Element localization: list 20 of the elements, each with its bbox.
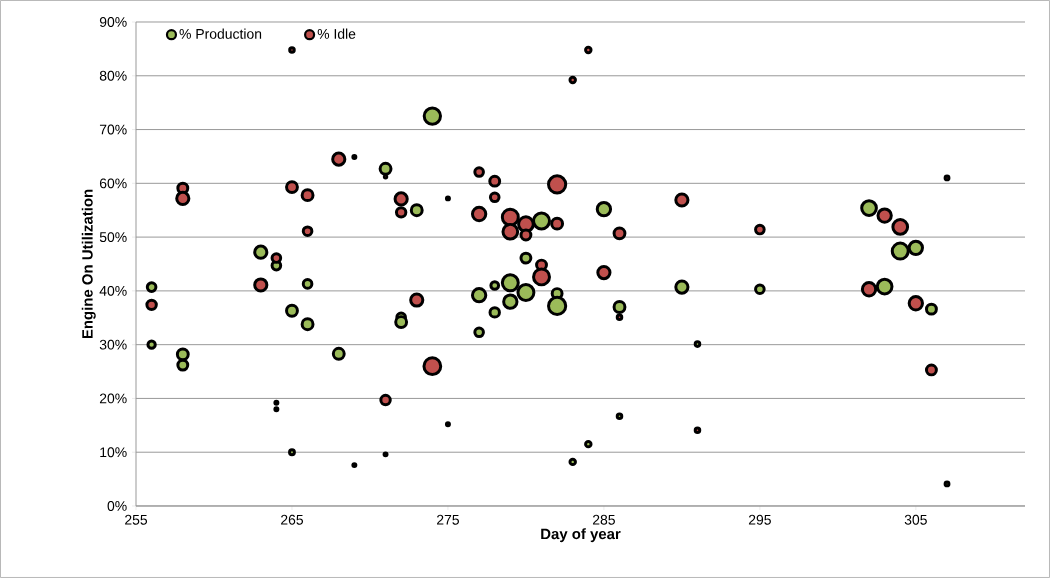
y-tick-label: 60% <box>99 178 127 189</box>
y-tick-label: 90% <box>99 17 127 27</box>
y-tick-label: 10% <box>100 447 127 458</box>
x-axis-title: Day of year <box>541 528 621 543</box>
x-tick-label: 255 <box>125 514 148 525</box>
y-tick-label: 0% <box>107 501 127 511</box>
y-tick-label: 50% <box>99 232 127 243</box>
y-tick-label: 80% <box>99 70 127 81</box>
x-tick-label: 305 <box>904 514 927 525</box>
x-tick-label: 285 <box>592 514 615 525</box>
y-tick-label: 40% <box>99 285 127 296</box>
y-tick-label: 30% <box>99 339 127 350</box>
x-tick-label: 265 <box>281 514 304 525</box>
legend-label: % Idle <box>317 28 356 39</box>
y-tick-label: 70% <box>99 124 127 135</box>
x-tick-label: 275 <box>437 514 459 525</box>
y-axis-title: Engine On Utilization <box>81 189 96 339</box>
legend-label: % Production <box>179 28 262 39</box>
x-tick-label: 295 <box>748 514 771 525</box>
y-tick-label: 20% <box>99 393 127 404</box>
